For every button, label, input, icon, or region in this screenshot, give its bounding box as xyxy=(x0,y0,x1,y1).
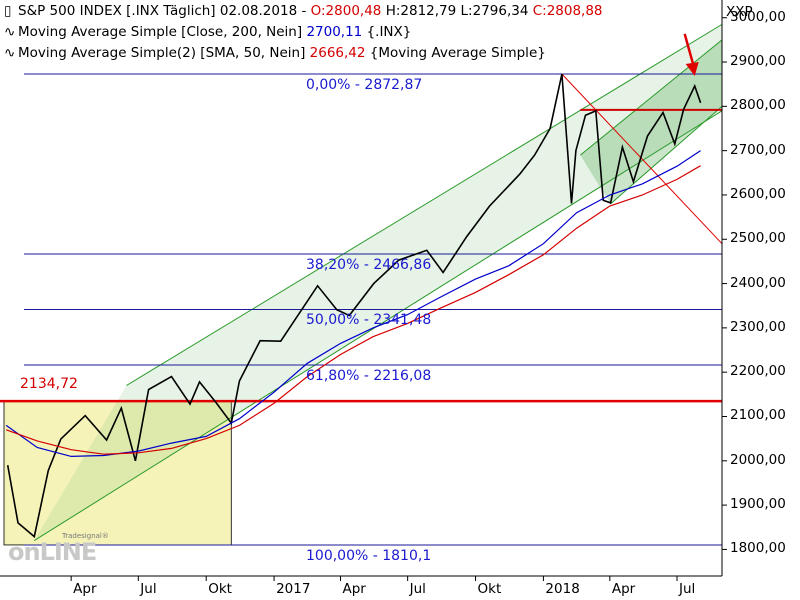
price-line xyxy=(6,73,702,539)
channel-fill-0 xyxy=(34,24,722,541)
x-tick-label: Apr xyxy=(73,581,97,597)
arrow-head xyxy=(685,61,699,76)
fib-label: 38,20% - 2466,86 xyxy=(306,256,432,273)
open-value: O:2800,48 xyxy=(310,3,382,19)
currency-label: XXP xyxy=(726,4,753,20)
brand-logo: onLINE xyxy=(8,538,97,566)
y-tick-label: 1900,00 xyxy=(730,496,786,513)
channel-upper-line-0 xyxy=(126,23,723,386)
x-tick-label: Okt xyxy=(208,581,232,597)
y-tick-label: 2000,00 xyxy=(730,451,786,468)
x-tick-label: 2017 xyxy=(276,581,311,597)
header-line-price: ▯ S&P 500 INDEX [.INX Täglich] 02.08.2018… xyxy=(4,3,603,19)
y-tick-label: 2800,00 xyxy=(730,97,786,114)
close-value: C:2808,88 xyxy=(532,3,603,19)
y-tick-label: 2600,00 xyxy=(730,185,786,202)
fib-label: 50,00% - 2341,48 xyxy=(306,312,432,329)
x-tick-label: Jul xyxy=(678,581,696,597)
fib-label: 100,00% - 1810,1 xyxy=(306,547,432,564)
channel-upper-line-1 xyxy=(580,39,723,156)
y-tick-label: 2500,00 xyxy=(730,230,786,247)
y-tick-label: 2700,00 xyxy=(730,141,786,158)
header-line-sma50: ∿ Moving Average Simple(2) [SMA, 50, Nein… xyxy=(4,45,546,62)
sma50-value: 2666,42 xyxy=(309,45,366,61)
sma200-label: Moving Average Simple [Close, 200, Nein] xyxy=(18,24,303,40)
fib-label: 61,80% - 2216,08 xyxy=(306,368,432,385)
candles-icon: ▯ xyxy=(4,3,12,19)
high-value: H:2812,79 xyxy=(385,3,457,19)
y-tick-label: 1800,00 xyxy=(730,540,786,557)
sma200-suffix: {.INX} xyxy=(366,24,412,40)
y-tick-label: 2100,00 xyxy=(730,407,786,424)
wave-icon: ∿ xyxy=(4,24,16,40)
y-tick-label: 2200,00 xyxy=(730,363,786,380)
x-tick-label: Okt xyxy=(477,581,502,597)
channel-lower-line-1 xyxy=(610,105,723,205)
y-tick-label: 2400,00 xyxy=(730,274,786,291)
wave-icon: ∿ xyxy=(4,45,16,61)
x-tick-label: 2018 xyxy=(545,581,580,597)
level-label: 2134,72 xyxy=(20,376,78,392)
y-tick-label: 2300,00 xyxy=(730,318,786,335)
sma50-suffix: {Moving Average Simple} xyxy=(369,45,546,61)
range-box xyxy=(3,400,232,546)
sma200-value: 2700,11 xyxy=(306,24,363,40)
header-line-sma200: ∿ Moving Average Simple [Close, 200, Nein… xyxy=(4,24,411,41)
x-tick-label: Apr xyxy=(611,581,636,597)
low-value: L:2796,34 xyxy=(460,3,529,19)
sma50-line xyxy=(5,165,701,455)
downtrend-line xyxy=(561,73,723,245)
x-tick-label: Apr xyxy=(342,581,366,597)
instrument-name: S&P 500 INDEX [.INX Täglich] 02.08.2018 xyxy=(18,3,298,19)
channel-fill-1 xyxy=(580,39,722,204)
y-tick-label: 3000,00 xyxy=(730,8,786,25)
sma50-label: Moving Average Simple(2) [SMA, 50, Nein] xyxy=(18,45,306,61)
fib-label: 0,00% - 2872,87 xyxy=(306,77,423,94)
x-tick-label: Jul xyxy=(140,581,157,597)
x-tick-label: Jul xyxy=(409,581,426,597)
y-tick-label: 2900,00 xyxy=(730,53,786,70)
brand-small: Tradesignal® xyxy=(62,532,109,540)
